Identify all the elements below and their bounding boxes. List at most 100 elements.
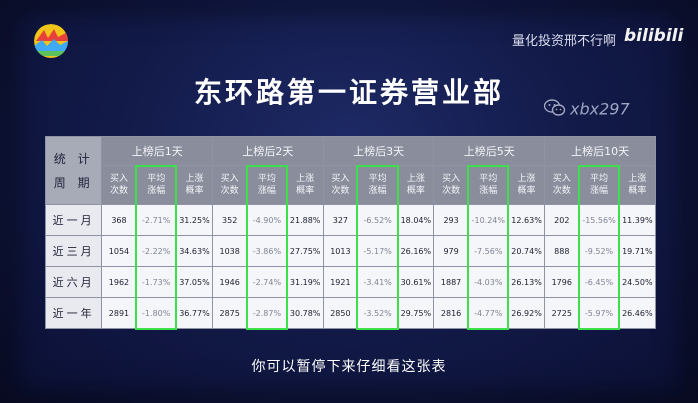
sub-header: 上涨 概率 (175, 165, 214, 205)
sub-header: 平均 涨幅 (246, 165, 288, 205)
avg-gain-cell: -3.52% (356, 297, 399, 329)
up-prob-cell: 31.19% (286, 266, 324, 298)
buy-count-cell: 352 (212, 204, 248, 236)
table-row: 近三月 1054 -2.22% 34.63% 1038 -3.86% 27.75% 1013-… (44, 235, 657, 267)
group-header: 上榜后3天 (322, 136, 435, 166)
up-prob-cell: 29.75% (397, 297, 435, 329)
avg-gain-cell: -4.77% (467, 297, 509, 329)
up-prob-cell: 30.61% (397, 266, 435, 298)
avg-gain-cell: -6.52% (356, 204, 399, 236)
avg-gain-cell: -1.73% (135, 266, 177, 298)
avg-gain-cell: -2.71% (135, 204, 177, 236)
buy-count-cell: 1887 (433, 266, 469, 298)
period-label: 近三月 (44, 235, 103, 267)
up-prob-cell: 27.75% (286, 235, 324, 267)
sub-header: 平均 涨幅 (135, 165, 177, 205)
buy-count-cell: 979 (433, 235, 469, 267)
avg-gain-cell: -2.87% (246, 297, 288, 329)
buy-count-cell: 2725 (544, 297, 580, 329)
wechat-tag: xbx297 (543, 99, 630, 121)
avg-gain-cell: -10.24% (467, 204, 509, 236)
up-prob-cell: 11.39% (618, 204, 657, 236)
avg-gain-cell: -5.17% (356, 235, 399, 267)
wechat-icon (543, 99, 566, 121)
buy-count-cell: 1921 (322, 266, 358, 298)
up-prob-cell: 26.16% (397, 235, 435, 267)
corner-label-line1: 统 计 (53, 151, 94, 166)
up-prob-cell: 34.63% (175, 235, 214, 267)
group-header: 上榜后10天 (544, 136, 656, 166)
avg-gain-cell: -4.03% (467, 266, 509, 298)
buy-count-cell: 1796 (544, 266, 580, 298)
sub-header: 买入 次数 (433, 165, 469, 205)
buy-count-cell: 2850 (322, 297, 358, 329)
buy-count-cell: 2891 (101, 297, 137, 329)
sub-header: 买入 次数 (212, 165, 248, 205)
avg-gain-cell: -3.41% (356, 266, 399, 298)
buy-count-cell: 2875 (212, 297, 248, 329)
up-prob-cell: 24.50% (618, 266, 657, 298)
avg-gain-cell: -4.90% (246, 204, 288, 236)
sub-header: 上涨 概率 (286, 165, 324, 205)
up-prob-cell: 37.05% (175, 266, 214, 298)
up-prob-cell: 26.46% (618, 297, 657, 329)
buy-count-cell: 368 (101, 204, 137, 236)
period-label: 近一月 (44, 204, 103, 236)
avg-gain-cell: -6.45% (578, 266, 620, 298)
channel-watermark: 量化投资邢不行啊 (512, 34, 617, 49)
sub-header: 上涨 概率 (507, 165, 546, 205)
sub-header: 买入 次数 (544, 165, 580, 205)
buy-count-cell: 888 (544, 235, 580, 267)
up-prob-cell: 31.25% (175, 204, 214, 236)
buy-count-cell: 1054 (101, 235, 137, 267)
corner-label-line2: 周 期 (53, 175, 94, 190)
sub-header: 平均 涨幅 (356, 165, 399, 205)
buy-count-cell: 202 (544, 204, 580, 236)
sub-header: 上涨 概率 (397, 165, 435, 205)
period-label: 近六月 (44, 266, 103, 298)
up-prob-cell: 19.71% (618, 235, 657, 267)
bilibili-logo: bilibili (624, 26, 684, 46)
buy-count-cell: 2816 (433, 297, 469, 329)
avg-gain-cell: -7.56% (467, 235, 509, 267)
sub-header: 平均 涨幅 (578, 165, 620, 205)
up-prob-cell: 36.77% (175, 297, 214, 329)
table-row: 近一年 2891 -1.80% 36.77% 2875 -2.87% 30.78% 2850-… (44, 297, 657, 329)
up-prob-cell: 20.74% (507, 235, 546, 267)
up-prob-cell: 30.78% (286, 297, 324, 329)
avg-gain-cell: -3.86% (246, 235, 288, 267)
corner-header: 统 计 周 期 (44, 136, 103, 205)
wechat-id: xbx297 (570, 99, 630, 119)
up-prob-cell: 18.04% (397, 204, 435, 236)
table-row: 近六月 1962 -1.73% 37.05% 1946 -2.74% 31.19% 1921-… (44, 266, 657, 298)
page-title: 东环路第一证券营业部 (193, 76, 504, 109)
up-prob-cell: 26.13% (507, 266, 546, 298)
up-prob-cell: 21.88% (286, 204, 324, 236)
avg-gain-cell: -2.22% (135, 235, 177, 267)
group-header: 上榜后2天 (212, 136, 324, 166)
buy-count-cell: 1013 (322, 235, 358, 267)
up-prob-cell: 26.92% (507, 297, 546, 329)
buy-count-cell: 1962 (101, 266, 137, 298)
avg-gain-cell: -9.52% (578, 235, 620, 267)
sub-header: 买入 次数 (101, 165, 137, 205)
period-label: 近一年 (44, 297, 103, 329)
group-header: 上榜后5天 (433, 136, 546, 166)
sub-header: 平均 涨幅 (467, 165, 509, 205)
buy-count-cell: 293 (433, 204, 469, 236)
avg-gain-cell: -15.56% (578, 204, 620, 236)
avg-gain-cell: -5.97% (578, 297, 620, 329)
buy-count-cell: 1946 (212, 266, 248, 298)
video-subtitle: 你可以暂停下来仔细看这张表 (251, 359, 447, 375)
group-header: 上榜后1天 (101, 136, 214, 166)
up-prob-cell: 12.63% (507, 204, 546, 236)
buy-count-cell: 1038 (212, 235, 248, 267)
sub-header: 买入 次数 (322, 165, 358, 205)
sub-header: 上涨 概率 (618, 165, 657, 205)
channel-logo-icon (34, 24, 68, 58)
avg-gain-cell: -1.80% (135, 297, 177, 329)
stats-table: 统 计 周 期 上榜后1天 上榜后2天 上榜后3天 上榜后5天 上榜后10天 买… (44, 136, 657, 329)
table-row: 近一月 368 -2.71% 31.25% 352 -4.90% 21.88% 327 -6.5… (44, 204, 657, 236)
avg-gain-cell: -2.74% (246, 266, 288, 298)
